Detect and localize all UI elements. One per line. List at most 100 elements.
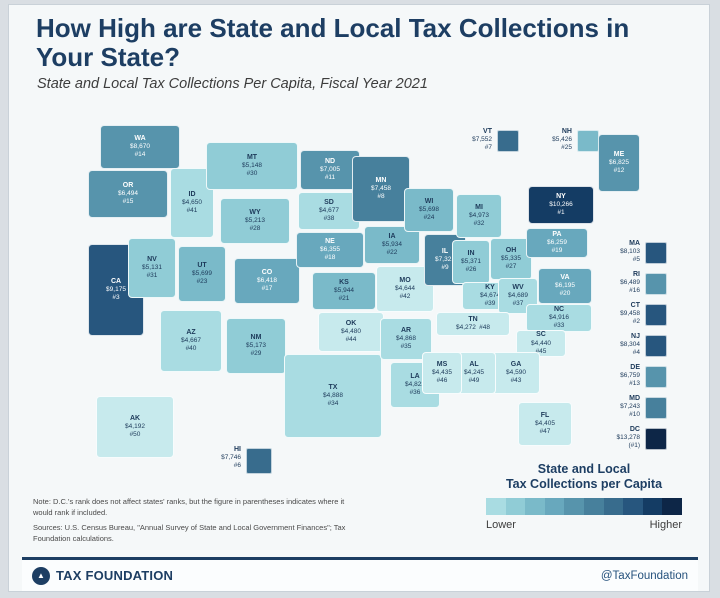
state-pa: PA $6,259 #19 — [526, 228, 588, 258]
state-hi-label: HI $7,746 #6 — [195, 446, 241, 470]
state-rank: #39 — [484, 300, 496, 308]
state-value-rank: $4,272 #48 — [456, 324, 490, 332]
state-abbr: NE — [325, 237, 335, 245]
state-value: $4,245 — [464, 369, 484, 377]
legend-title-line1: State and Local — [537, 462, 631, 476]
legend-title: State and Local Tax Collections per Capi… — [486, 462, 682, 492]
state-value: $7,552 — [472, 136, 492, 144]
state-hi-swatch — [246, 448, 272, 474]
state-rank: #24 — [423, 214, 435, 222]
state-abbr: IL — [441, 247, 449, 255]
state-rank: #12 — [613, 167, 625, 175]
state-value: $8,304 — [620, 341, 640, 349]
state-ri-swatch — [645, 273, 667, 295]
state-dc-swatch — [645, 428, 667, 450]
state-mi: MI $4,973 #32 — [456, 194, 502, 238]
legend-color-cell — [583, 497, 604, 515]
state-rank: #43 — [510, 377, 522, 385]
state-wi: WI $5,698 #24 — [404, 188, 454, 232]
state-rank: #44 — [345, 336, 357, 344]
state-value: $4,590 — [506, 369, 526, 377]
state-rank: #8 — [377, 193, 385, 201]
state-md-label: MD $7,243 #10 — [590, 395, 640, 419]
state-value: $5,699 — [192, 270, 212, 278]
state-rank: #21 — [338, 295, 350, 303]
state-value: $10,266 — [549, 201, 573, 209]
legend-title-line2: Tax Collections per Capita — [505, 476, 663, 491]
color-legend: State and Local Tax Collections per Capi… — [486, 462, 682, 531]
state-rank: #32 — [473, 220, 485, 228]
legend-higher-label: Higher — [649, 518, 682, 531]
state-abbr: OR — [122, 181, 134, 189]
state-ga: GA $4,590 #43 — [492, 352, 540, 394]
state-abbr: DE — [630, 364, 640, 371]
state-abbr: GA — [510, 360, 522, 368]
state-abbr: TN — [468, 315, 478, 323]
state-abbr: PA — [552, 230, 562, 238]
state-abbr: AL — [469, 360, 479, 368]
state-rank: #35 — [400, 343, 412, 351]
state-abbr: NC — [553, 305, 565, 313]
state-ma-label: MA $8,103 #5 — [590, 240, 640, 264]
state-abbr: TX — [328, 383, 338, 391]
legend-color-cell — [564, 497, 584, 515]
twitter-handle: @TaxFoundation — [600, 569, 688, 582]
state-abbr: MO — [399, 276, 411, 284]
state-abbr: NV — [147, 255, 157, 263]
state-rank: #28 — [249, 225, 261, 233]
legend-color-bar — [486, 497, 682, 515]
page-title: How High are State and Local Tax Collect… — [36, 13, 630, 73]
state-mn: MN $7,458 #8 — [352, 156, 410, 222]
state-rank: #36 — [409, 389, 421, 397]
legend-color-cell — [642, 497, 663, 515]
state-abbr: UT — [197, 261, 207, 269]
state-abbr: ND — [324, 157, 336, 165]
state-rank: #49 — [468, 377, 480, 385]
state-rank: #9 — [441, 264, 449, 272]
page-subtitle: State and Local Tax Collections Per Capi… — [37, 76, 428, 92]
state-sd: SD $4,677 #38 — [298, 192, 360, 230]
state-value: $9,175 — [106, 286, 126, 294]
tax-foundation-logo-icon: ▲ — [32, 566, 50, 585]
state-wv: WV $4,689 #37 — [498, 278, 538, 314]
state-value: $6,418 — [257, 277, 277, 285]
state-nv: NV $5,131 #31 — [128, 238, 176, 298]
state-value: $4,650 — [182, 199, 202, 207]
state-mo: MO $4,644 #42 — [376, 266, 434, 312]
state-vt-swatch — [497, 130, 519, 152]
state-nj-label: NJ $8,304 #4 — [590, 333, 640, 357]
state-rank: #45 — [535, 347, 547, 355]
state-ak: AK $4,192 #50 — [96, 396, 174, 458]
state-rank: #30 — [246, 170, 258, 178]
state-rank: #46 — [436, 377, 448, 385]
state-rank: #40 — [185, 345, 197, 353]
state-value: $4,916 — [549, 314, 569, 322]
state-value: $6,759 — [620, 372, 640, 380]
state-abbr: MD — [629, 395, 640, 402]
state-rank: #41 — [186, 207, 198, 215]
state-rank: #14 — [134, 151, 146, 159]
state-value: $7,243 — [620, 403, 640, 411]
state-rank: #47 — [539, 428, 551, 436]
state-value: $5,698 — [419, 206, 439, 214]
state-value: $13,278 — [616, 434, 641, 442]
state-abbr: NM — [250, 333, 262, 341]
state-rank: #42 — [399, 293, 411, 301]
state-value: $4,677 — [319, 207, 339, 215]
state-value: $8,670 — [130, 143, 150, 151]
state-rank: #29 — [250, 350, 262, 358]
state-abbr: AK — [129, 414, 141, 422]
state-rank: #26 — [465, 266, 477, 274]
state-nc: NC $4,916 #33 — [526, 304, 592, 332]
state-abbr: RI — [633, 271, 640, 278]
footer-bar: ▲ TAX FOUNDATION @TaxFoundation — [22, 560, 698, 591]
state-abbr: WI — [424, 197, 434, 205]
state-rank: #19 — [551, 247, 563, 255]
state-tx: TX $4,888 #34 — [284, 354, 382, 438]
state-rank: #2 — [632, 318, 640, 326]
state-abbr: MA — [629, 240, 640, 247]
state-rank: #10 — [629, 411, 640, 419]
state-value: $4,435 — [432, 369, 452, 377]
state-fl: FL $4,405 #47 — [518, 402, 572, 446]
